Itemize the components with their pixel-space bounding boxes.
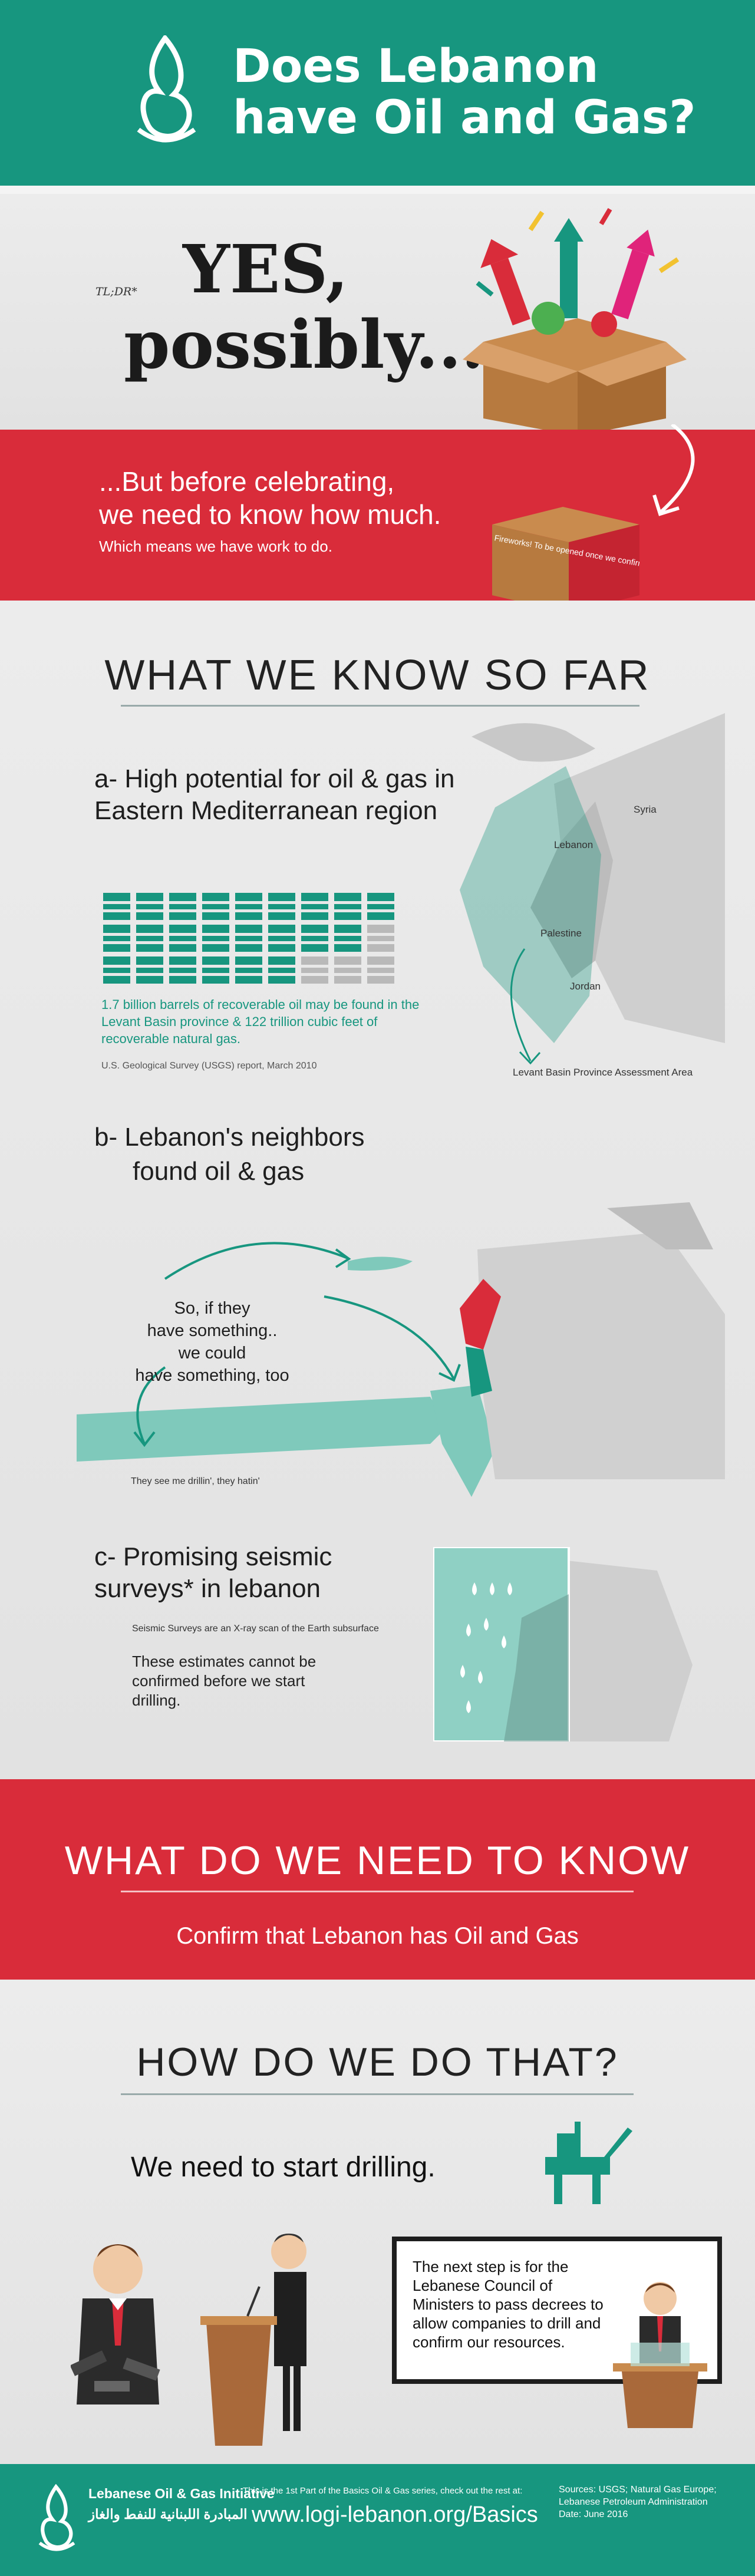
- seismic-survey-illustration: [433, 1547, 693, 1741]
- mediterranean-map-illustration: [77, 1202, 725, 1497]
- oil-rig-icon: [545, 2122, 632, 2204]
- point-b-heading-line2: found oil & gas: [133, 1157, 305, 1186]
- logi-logo-icon: [137, 35, 196, 143]
- section-title-need: WHAT DO WE NEED TO KNOW: [64, 1838, 691, 1883]
- barrel-icon: [202, 893, 229, 920]
- point-a-source: U.S. Geological Survey (USGS) report, Ma…: [101, 1061, 317, 1071]
- barrels-icon: [103, 893, 394, 984]
- barrel-icon: [169, 956, 196, 984]
- point-b-text-line4: have something, too: [135, 1366, 289, 1385]
- caution-note: Which means we have work to do.: [99, 537, 332, 555]
- page-title-line2: have Oil and Gas?: [233, 91, 696, 144]
- barrel-icon: [268, 925, 295, 952]
- point-b-text-line2: have something..: [147, 1321, 278, 1340]
- minister-illustration: [613, 2282, 707, 2428]
- barrel-icon: [136, 956, 163, 984]
- map-label-jordan: Jordan: [570, 981, 601, 992]
- barrel-icon: [136, 925, 163, 952]
- header-banner: [0, 0, 755, 186]
- point-b-caption: They see me drillin', they hatin': [131, 1476, 260, 1486]
- logi-logo-icon: [38, 2484, 75, 2551]
- point-b-text-line3: we could: [178, 1344, 246, 1363]
- map-label-levant: Levant Basin Province Assessment Area: [513, 1067, 693, 1078]
- map-label-palestine: Palestine: [540, 928, 582, 939]
- caution-line2: we need to know how much.: [99, 499, 441, 530]
- map-label-lebanon: Lebanon: [554, 839, 594, 850]
- barrel-icon: [235, 956, 262, 984]
- barrel-icon: [367, 925, 394, 952]
- next-step-text: The next step is for the Lebanese Counci…: [413, 2258, 604, 2351]
- need-subtitle: Confirm that Lebanon has Oil and Gas: [176, 1923, 579, 1949]
- barrel-icon: [268, 956, 295, 984]
- sealed-box-illustration: Fireworks! To be opened once we confirm …: [492, 507, 639, 613]
- barrel-icon: [202, 925, 229, 952]
- barrel-icon: [334, 956, 361, 984]
- barrel-icon: [235, 893, 262, 920]
- barrel-icon: [301, 893, 328, 920]
- barrel-icon: [301, 956, 328, 984]
- barrel-icon: [235, 925, 262, 952]
- section-title-know: WHAT WE KNOW SO FAR: [104, 652, 651, 699]
- barrel-icon: [202, 956, 229, 984]
- point-c-heading: c- Promising seismic surveys* in lebanon: [94, 1542, 332, 1603]
- barrel-icon: [301, 925, 328, 952]
- barrel-icon: [103, 956, 130, 984]
- point-c-note: Seismic Surveys are an X-ray scan of the…: [132, 1624, 379, 1634]
- barrel-icon: [169, 893, 196, 920]
- caution-line1: ...But before celebrating,: [99, 466, 395, 497]
- answer-line1: YES,: [183, 231, 349, 308]
- barrel-icon: [334, 925, 361, 952]
- point-a-stat: 1.7 billion barrels of recoverable oil m…: [101, 997, 420, 1046]
- barrel-icon: [268, 893, 295, 920]
- point-b-heading-line1: b- Lebanon's neighbors: [94, 1123, 365, 1152]
- point-c-text: These estimates cannot be confirmed befo…: [132, 1653, 316, 1709]
- series-note: This is the 1st Part of the Basics Oil &…: [243, 2486, 523, 2496]
- curved-arrow-icon: [652, 424, 695, 516]
- barrel-icon: [136, 893, 163, 920]
- map-label-syria: Syria: [634, 804, 657, 815]
- barrel-icon: [103, 925, 130, 952]
- barrel-icon: [367, 956, 394, 984]
- point-a-heading: a- High potential for oil & gas in Easte…: [94, 764, 455, 825]
- answer-line2: possibly...: [124, 306, 484, 384]
- drill-statement: We need to start drilling.: [131, 2152, 436, 2183]
- tldr-label: TL;DR*: [95, 285, 137, 298]
- website-link[interactable]: www.logi-lebanon.org/Basics: [252, 2502, 538, 2527]
- need-to-know-band: [0, 1779, 755, 1980]
- org-name-ar: المبادرة اللبنانية للنفط والغاز: [88, 2506, 248, 2522]
- sources-text: Sources: USGS; Natural Gas Europe; Leban…: [559, 2485, 717, 2519]
- barrel-icon: [334, 893, 361, 920]
- levant-map-illustration: [460, 713, 725, 1065]
- barrel-icon: [169, 925, 196, 952]
- divider: [0, 186, 755, 194]
- press-conference-illustration: [71, 2234, 306, 2446]
- title-underline: [121, 705, 639, 707]
- title-underline: [121, 1891, 634, 1892]
- point-b-text-line1: So, if they: [174, 1299, 250, 1318]
- barrel-icon: [367, 893, 394, 920]
- page-title-line1: Does Lebanon: [233, 40, 599, 93]
- footer: [0, 2464, 755, 2576]
- org-name-en: Lebanese Oil & Gas Initiative: [88, 2486, 275, 2501]
- barrel-icon: [103, 893, 130, 920]
- section-title-how: HOW DO WE DO THAT?: [136, 2040, 619, 2084]
- fireworks-box-illustration: [463, 207, 687, 436]
- title-underline: [121, 2093, 634, 2095]
